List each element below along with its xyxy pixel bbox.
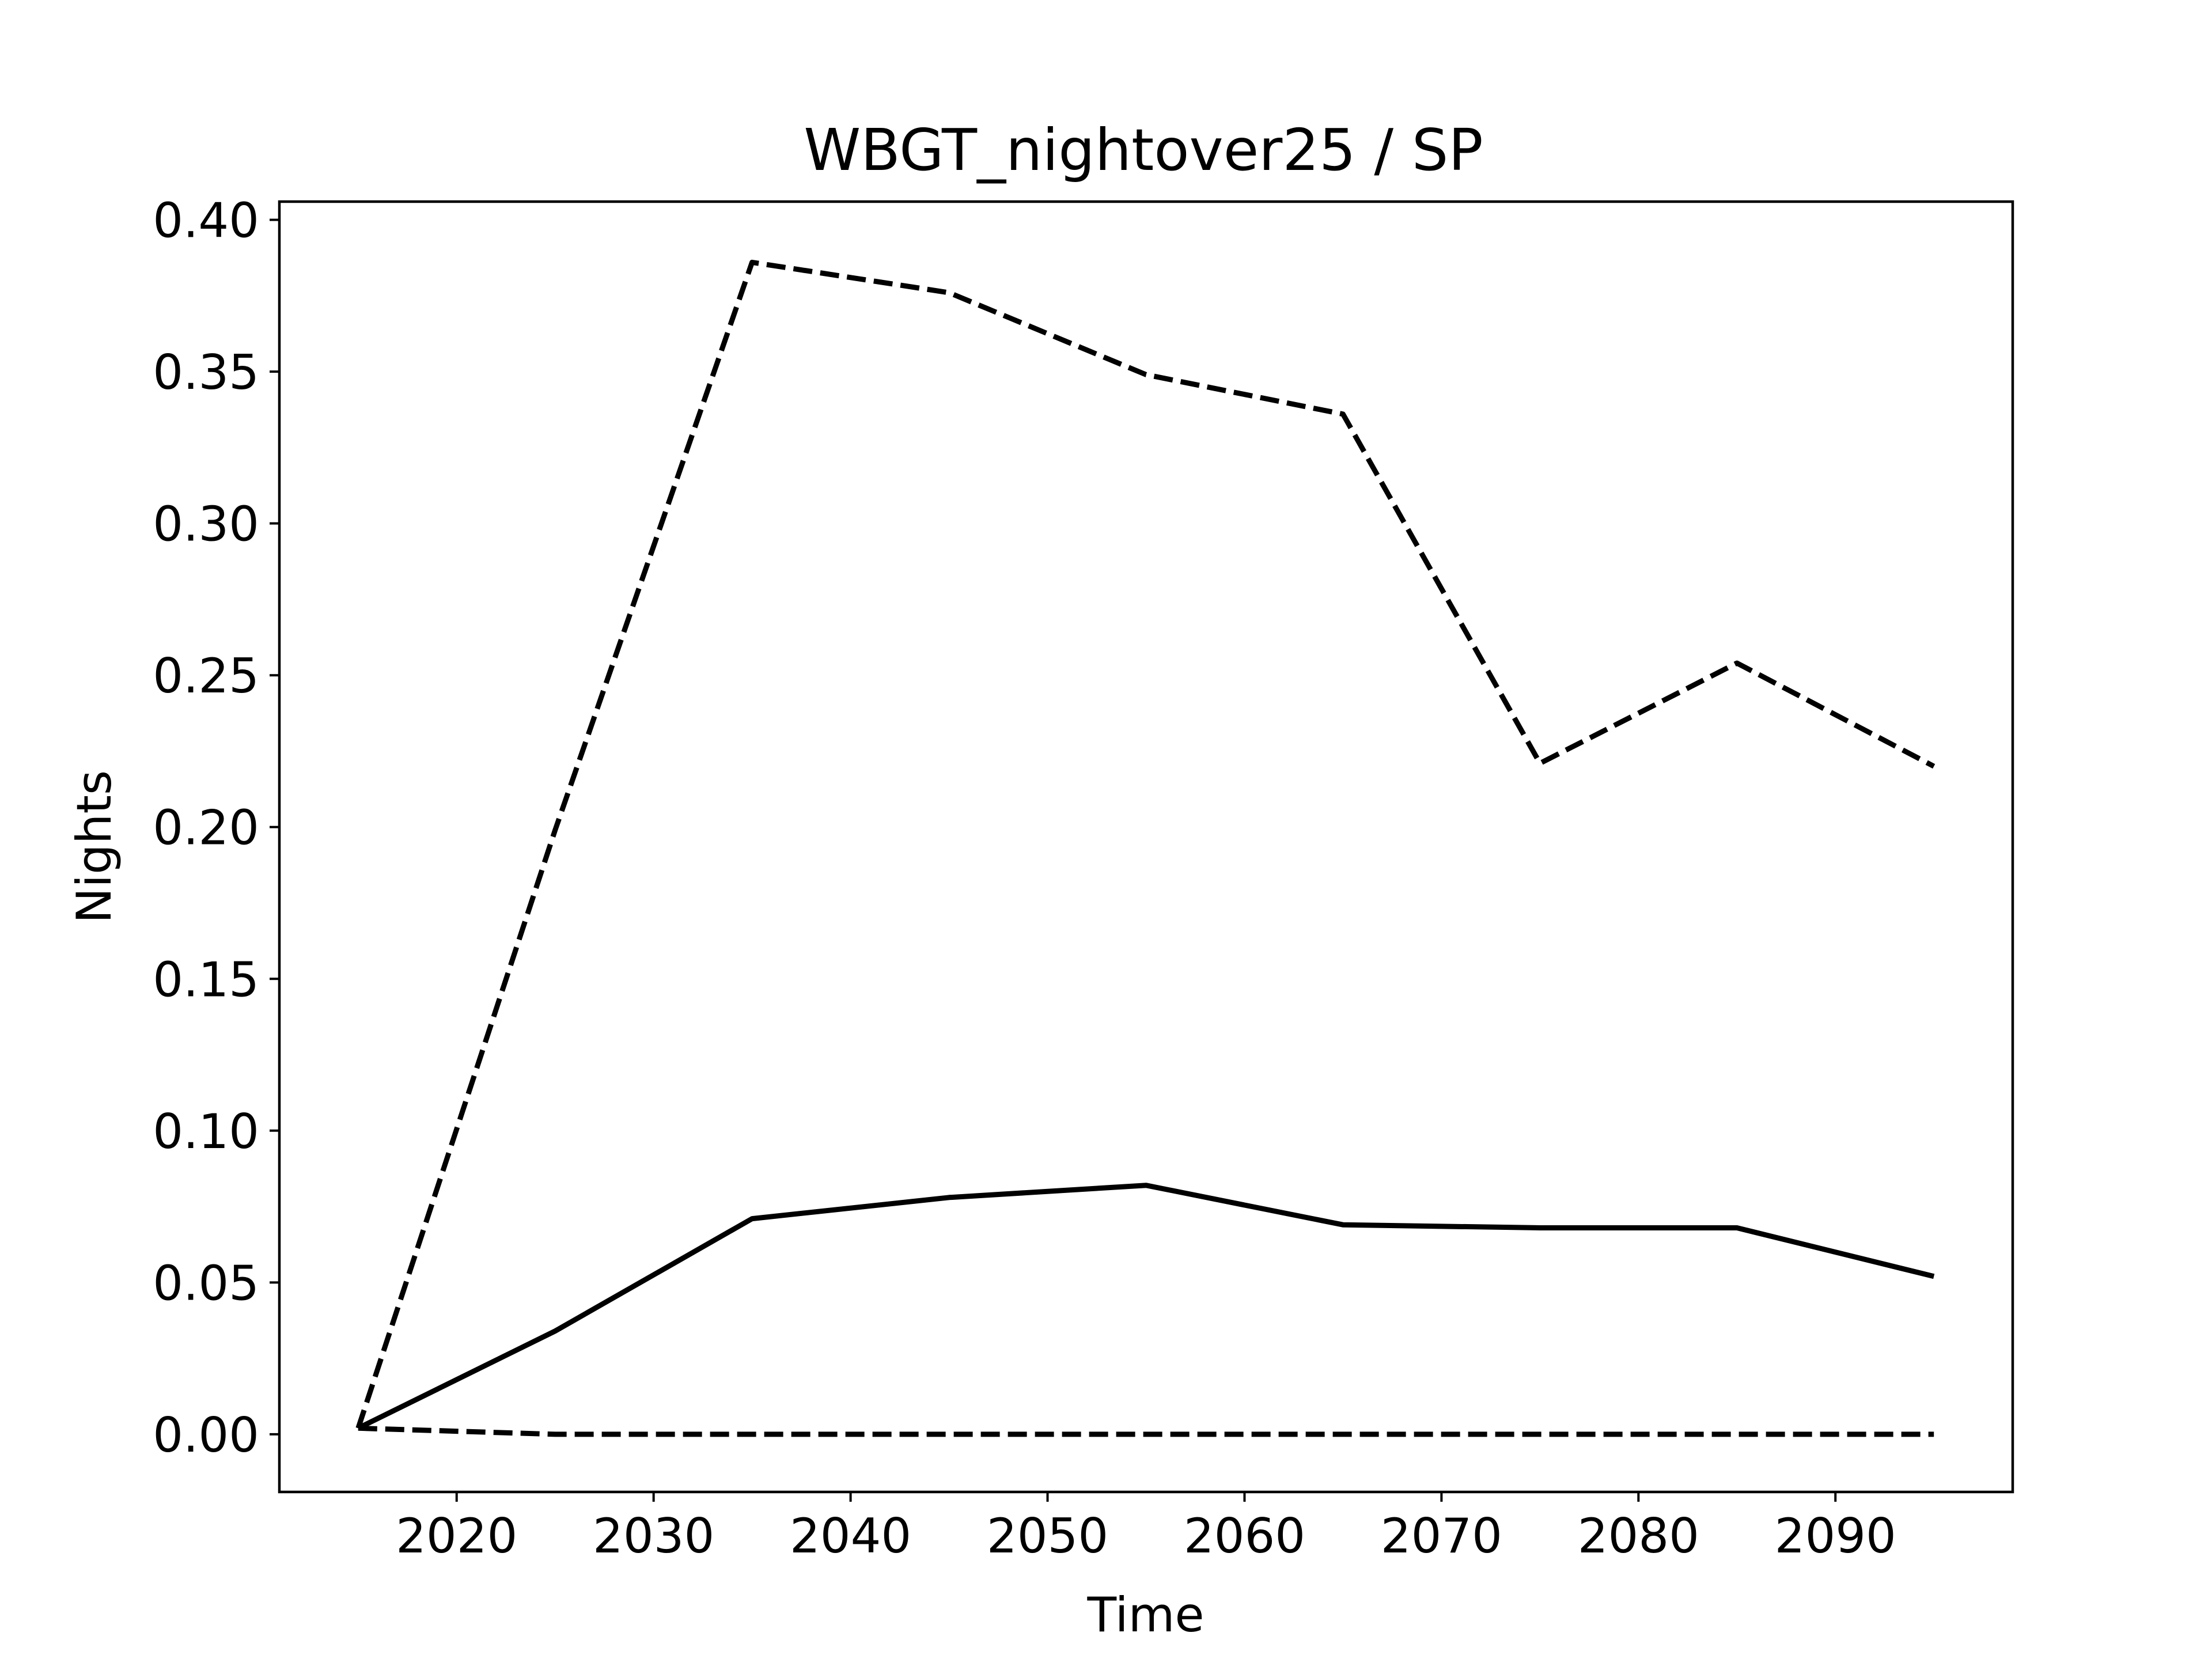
x-axis: 2020 2030 2040 2050 2060 2070 2080 2090 <box>396 1492 1896 1564</box>
y-tick-label: 0.15 <box>153 952 259 1007</box>
x-tick-label: 2050 <box>987 1508 1108 1564</box>
y-axis-label: Nights <box>66 770 122 923</box>
x-tick-label: 2060 <box>1184 1508 1305 1564</box>
y-tick-label: 0.10 <box>153 1104 259 1160</box>
x-tick-label: 2090 <box>1775 1508 1896 1564</box>
x-tick-label: 2080 <box>1578 1508 1699 1564</box>
series-layer <box>355 259 1936 1437</box>
x-tick-label: 2040 <box>790 1508 911 1564</box>
y-axis: 0.00 0.05 0.10 0.15 0.20 0.25 0.30 0.35 0.40 <box>153 193 279 1463</box>
x-tick-label: 2020 <box>396 1508 517 1564</box>
series-line-2 <box>355 259 1936 1429</box>
plot-area <box>278 200 2014 1494</box>
y-tick-label: 0.35 <box>153 344 259 400</box>
chart-title: WBGT_nightover25 / SP <box>804 116 1483 184</box>
y-tick-label: 0.30 <box>153 497 259 552</box>
plot-frame <box>278 200 2014 1494</box>
x-axis-label: Time <box>1086 1587 1204 1643</box>
series-line-3 <box>358 1425 1934 1437</box>
y-tick-label: 0.05 <box>153 1255 259 1311</box>
x-tick-label: 2070 <box>1381 1508 1502 1564</box>
x-tick-label: 2030 <box>593 1508 714 1564</box>
series-line-1 <box>357 1183 1935 1431</box>
y-tick-label: 0.20 <box>153 800 259 856</box>
y-tick-label: 0.40 <box>153 193 259 249</box>
y-tick-label: 0.25 <box>153 648 259 704</box>
y-tick-label: 0.00 <box>153 1407 259 1463</box>
